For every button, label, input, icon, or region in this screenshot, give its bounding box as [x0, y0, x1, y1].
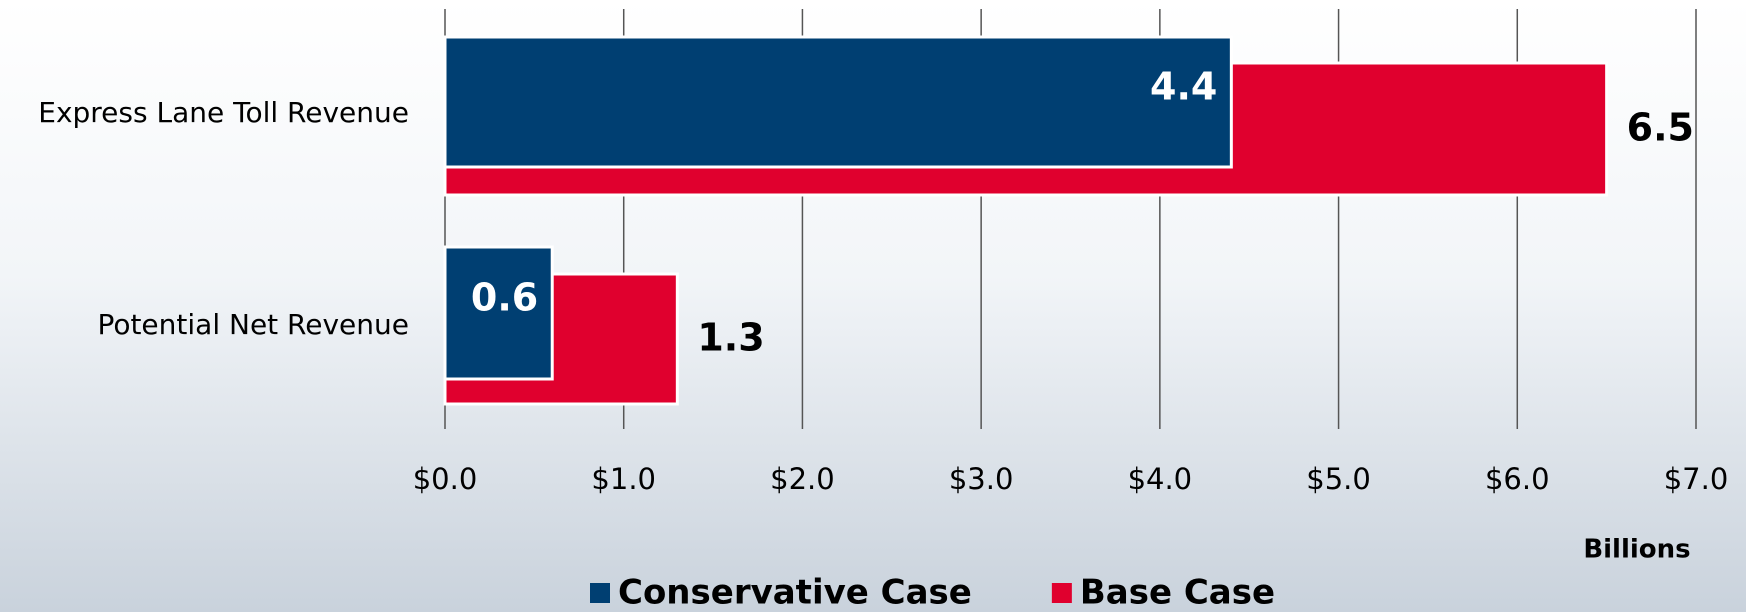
- bar: [443, 245, 554, 381]
- value-label: 1.3: [697, 316, 764, 360]
- x-tick-label: $0.0: [413, 462, 478, 496]
- category-label: Express Lane Toll Revenue: [38, 96, 409, 129]
- legend-swatch: [590, 583, 610, 603]
- x-tick-label: $3.0: [949, 462, 1014, 496]
- x-tick-label: $6.0: [1485, 462, 1550, 496]
- legend-swatch: [1051, 583, 1072, 603]
- x-tick-label: $2.0: [770, 462, 835, 496]
- x-tick-label: $5.0: [1306, 462, 1371, 496]
- value-label: 4.4: [1150, 65, 1217, 109]
- value-label: 0.6: [471, 276, 538, 320]
- category-label: Potential Net Revenue: [97, 308, 409, 341]
- value-label: 6.5: [1627, 106, 1694, 150]
- legend-label: Conservative Case: [618, 573, 972, 612]
- legend-label: Base Case: [1080, 573, 1275, 612]
- x-tick-label: $7.0: [1664, 462, 1729, 496]
- x-tick-label: $1.0: [591, 462, 656, 496]
- bar: [443, 35, 1233, 169]
- x-tick-label: $4.0: [1128, 462, 1193, 496]
- x-axis-label: Billions: [1583, 535, 1690, 565]
